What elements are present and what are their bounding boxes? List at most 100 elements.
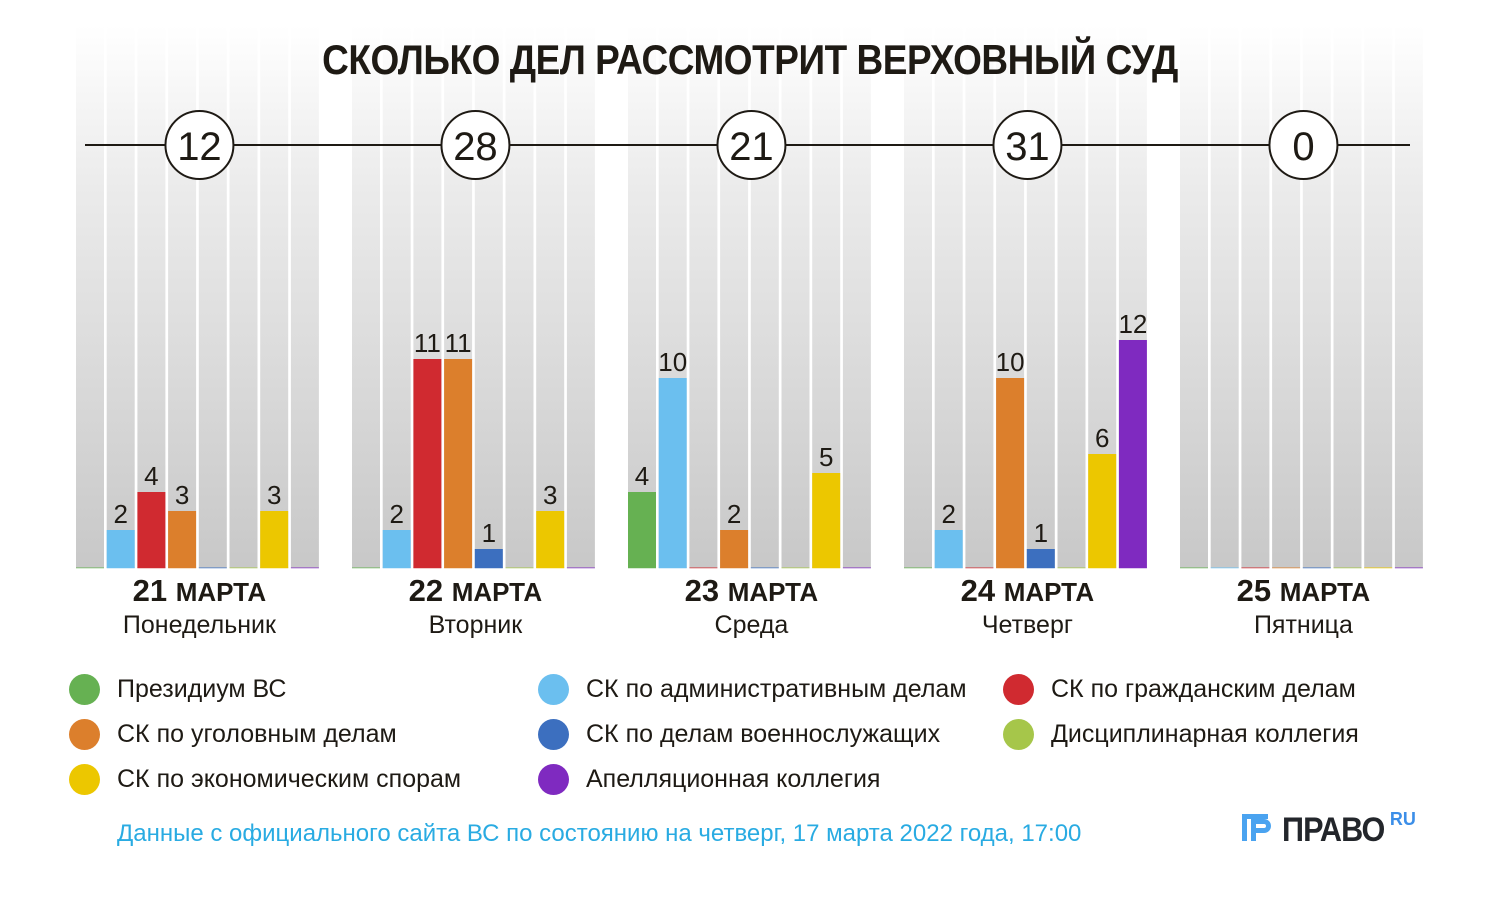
- bar: [1026, 549, 1055, 568]
- bar-value-label: 11: [414, 328, 441, 358]
- day-number: 22: [408, 573, 452, 608]
- legend-color-dot: [538, 673, 569, 705]
- legend-label: СК по гражданским делам: [1051, 674, 1356, 703]
- total-circle: [992, 110, 1063, 180]
- month-name: МАРТА: [1003, 577, 1095, 607]
- column-baseline: [566, 567, 595, 569]
- total-label: 21: [729, 125, 774, 169]
- background-column: [352, 25, 380, 568]
- background-column: [1180, 25, 1208, 568]
- day-number: 21: [132, 573, 176, 608]
- legend-color-dot: [69, 673, 100, 705]
- legend-label: Апелляционная коллегия: [586, 764, 881, 793]
- column-baseline: [1333, 567, 1362, 569]
- bar: [628, 492, 656, 568]
- background-column: [781, 25, 810, 568]
- column-baseline: [781, 567, 810, 569]
- day-number: 24: [960, 573, 1004, 608]
- total-circle: [164, 110, 235, 180]
- bar-value-label: 4: [635, 461, 649, 491]
- column-baseline: [1364, 567, 1393, 569]
- background-column: [1302, 25, 1331, 568]
- column-baseline: [689, 567, 718, 569]
- column-baseline: [290, 567, 319, 569]
- background-column: [689, 25, 718, 568]
- legend-item: СК по административным делам: [538, 671, 967, 707]
- column-baseline: [1302, 567, 1331, 569]
- background-column: [566, 25, 595, 568]
- column-baseline: [842, 567, 871, 569]
- bar-value-label: 4: [144, 461, 158, 491]
- pravo-logo-icon: [1242, 814, 1271, 841]
- legend-color-dot: [538, 763, 569, 795]
- logo-suffix: RU: [1389, 809, 1416, 829]
- chart-title: СКОЛЬКО ДЕЛ РАССМОТРИТ ВЕРХОВНЫЙ СУД: [322, 36, 1178, 83]
- background-column: [965, 25, 994, 568]
- weekday-label: Среда: [714, 611, 789, 639]
- day-date-label: 23 МАРТА: [621, 573, 881, 609]
- bar: [444, 359, 473, 568]
- legend-label: СК по делам военнослужащих: [586, 719, 941, 748]
- bar: [168, 511, 197, 568]
- day-date-label: 24 МАРТА: [897, 573, 1157, 609]
- legend-item: СК по экономическим спорам: [69, 761, 461, 797]
- column-baseline: [750, 567, 779, 569]
- background-column: [536, 25, 565, 568]
- column-baseline: [1057, 567, 1086, 569]
- bar-value-label: 2: [941, 499, 955, 529]
- background-column: [720, 25, 749, 568]
- column-baseline: [1394, 567, 1423, 569]
- bars: [106, 340, 1147, 568]
- background-column: [505, 25, 534, 568]
- timeline: 12 28 21 31 0: [85, 110, 1410, 180]
- background-column: [1364, 25, 1393, 568]
- legend-color-dot: [1003, 673, 1034, 705]
- bar-value-label: 2: [727, 499, 741, 529]
- bar-value-label: 2: [113, 499, 127, 529]
- column-baseline: [198, 567, 227, 569]
- bar-value-label: 6: [1095, 423, 1109, 453]
- column-baseline: [505, 567, 534, 569]
- column-baseline: [76, 567, 104, 569]
- weekday-label: Вторник: [428, 611, 523, 639]
- bar: [934, 530, 963, 568]
- bar: [658, 378, 687, 568]
- pravo-ru-logo[interactable]: ПРАВО RU: [1240, 810, 1416, 850]
- bar-value-label: 10: [658, 347, 687, 377]
- legend-item: Президиум ВС: [69, 671, 286, 707]
- month-name: МАРТА: [175, 577, 267, 607]
- background-column: [382, 25, 411, 568]
- weekday-label: Четверг: [981, 611, 1073, 639]
- background-column: [290, 25, 319, 568]
- background-column: [750, 25, 779, 568]
- total-label: 12: [177, 125, 222, 169]
- day-number: 23: [684, 573, 728, 608]
- total-circle: [716, 110, 787, 180]
- column-baseline: [1210, 567, 1239, 569]
- background-column: [76, 25, 104, 568]
- background-column: [1333, 25, 1362, 568]
- column-baseline: [352, 567, 380, 569]
- total-label: 31: [1005, 125, 1050, 169]
- bar-value-label: 3: [543, 480, 557, 510]
- legend-item: СК по делам военнослужащих: [538, 716, 940, 752]
- total-label: 0: [1292, 125, 1314, 169]
- bar: [474, 549, 503, 568]
- legend-label: СК по административным делам: [586, 674, 967, 703]
- bar-value-label: 10: [996, 347, 1025, 377]
- background-column: [1057, 25, 1086, 568]
- background-column: [229, 25, 258, 568]
- bar-value-label: 2: [389, 499, 403, 529]
- legend-color-dot: [69, 763, 100, 795]
- day-date-label: 22 МАРТА: [345, 573, 605, 609]
- column-baseline: [1241, 567, 1270, 569]
- background-column: [842, 25, 871, 568]
- total-circle: [440, 110, 511, 180]
- legend-item: Дисциплинарная коллегия: [1003, 716, 1359, 752]
- column-baseline: [1272, 567, 1301, 569]
- bar: [996, 378, 1025, 568]
- bar: [413, 359, 442, 568]
- source-note: Данные с официального сайта ВС по состоя…: [117, 820, 1082, 847]
- bar: [1088, 454, 1117, 568]
- legend-label: Президиум ВС: [117, 674, 287, 703]
